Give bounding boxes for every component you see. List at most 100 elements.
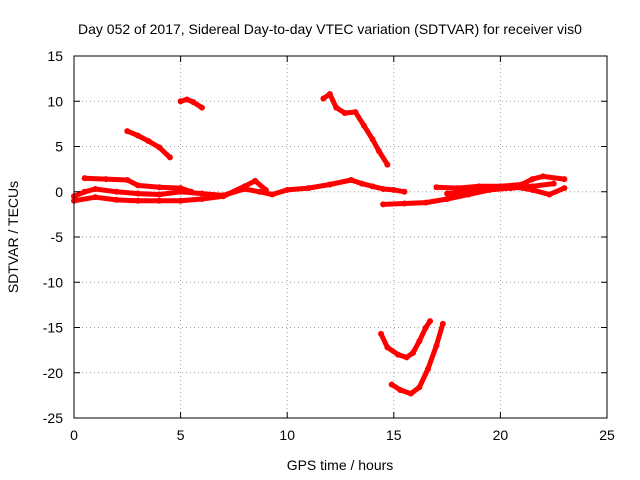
data-point bbox=[134, 197, 141, 204]
data-point bbox=[262, 186, 269, 193]
data-point bbox=[444, 195, 451, 202]
series-arc-lower-a bbox=[378, 318, 434, 361]
data-point bbox=[409, 349, 416, 356]
ticks: 0 5 10 15 20 25 15 10 5 0 -5 -10 -15 -20 -25 bbox=[43, 48, 615, 443]
x-tick-label: 15 bbox=[386, 427, 402, 443]
data-point bbox=[326, 91, 333, 98]
data-point bbox=[465, 188, 472, 195]
y-tick-label: 10 bbox=[47, 93, 63, 109]
data-point bbox=[134, 132, 141, 139]
data-point bbox=[369, 136, 376, 143]
series-line bbox=[378, 318, 433, 360]
data-point bbox=[397, 386, 404, 393]
y-tick-label: -10 bbox=[43, 274, 63, 290]
data-point bbox=[81, 175, 88, 182]
series-arc-12-14.7 bbox=[320, 91, 391, 168]
y-tick-label: -5 bbox=[51, 229, 64, 245]
data-point bbox=[384, 161, 391, 168]
data-point bbox=[190, 99, 197, 106]
y-tick-label: 5 bbox=[55, 139, 63, 155]
data-point bbox=[433, 184, 440, 191]
x-tick-label: 0 bbox=[70, 427, 78, 443]
data-point bbox=[416, 338, 423, 345]
data-point bbox=[380, 186, 387, 193]
x-tick-label: 10 bbox=[279, 427, 295, 443]
data-point bbox=[198, 104, 205, 111]
data-point bbox=[427, 318, 434, 325]
data-point bbox=[81, 188, 88, 195]
data-point bbox=[529, 186, 536, 193]
data-point bbox=[156, 184, 163, 191]
data-point bbox=[252, 177, 259, 184]
data-point bbox=[341, 110, 348, 117]
data-point bbox=[177, 98, 184, 105]
series-arc-5-6 bbox=[177, 96, 205, 111]
data-point bbox=[156, 144, 163, 151]
data-point bbox=[444, 190, 451, 197]
data-point bbox=[375, 148, 382, 155]
data-point bbox=[102, 176, 109, 183]
data-point bbox=[145, 138, 152, 145]
series-line bbox=[178, 96, 205, 111]
data-point bbox=[348, 176, 355, 183]
data-point bbox=[561, 176, 568, 183]
data-point bbox=[416, 384, 423, 391]
data-point bbox=[401, 188, 408, 195]
data-point bbox=[454, 185, 461, 192]
data-point bbox=[284, 186, 291, 193]
data-point bbox=[422, 199, 429, 206]
series-line bbox=[389, 321, 446, 397]
data-point bbox=[550, 180, 557, 187]
data-point bbox=[358, 180, 365, 187]
data-point bbox=[403, 354, 410, 361]
data-point bbox=[561, 185, 568, 192]
series-line bbox=[124, 128, 173, 160]
data-point bbox=[256, 188, 263, 195]
data-point bbox=[198, 190, 205, 197]
x-axis-label: GPS time / hours bbox=[287, 457, 394, 473]
data-point bbox=[439, 320, 446, 327]
data-point bbox=[540, 173, 547, 180]
x-tick-label: 25 bbox=[599, 427, 615, 443]
data-point bbox=[183, 96, 190, 103]
y-tick-label: -25 bbox=[43, 410, 63, 426]
data-point bbox=[198, 195, 205, 202]
series-arc-2.5-4.5 bbox=[124, 128, 173, 161]
series-band-upper bbox=[81, 175, 195, 195]
data-point bbox=[390, 186, 397, 193]
data-point bbox=[424, 366, 431, 373]
data-point bbox=[422, 324, 429, 331]
data-point bbox=[124, 128, 131, 135]
data-point bbox=[177, 185, 184, 192]
data-point bbox=[360, 122, 367, 129]
data-point bbox=[378, 330, 385, 337]
series-band-lower bbox=[71, 177, 269, 204]
data-point bbox=[369, 183, 376, 190]
data-point bbox=[546, 191, 553, 198]
data-point bbox=[333, 104, 340, 111]
data-point bbox=[113, 188, 120, 195]
data-point bbox=[384, 344, 391, 351]
data-point bbox=[433, 342, 440, 349]
x-tick-label: 20 bbox=[493, 427, 509, 443]
data-point bbox=[326, 181, 333, 188]
data-point bbox=[352, 109, 359, 116]
data-point bbox=[177, 197, 184, 204]
data-point bbox=[407, 390, 414, 397]
data-point bbox=[166, 154, 173, 161]
chart-title: Day 052 of 2017, Sidereal Day-to-day VTE… bbox=[78, 21, 582, 37]
series-layer bbox=[71, 91, 568, 397]
data-point bbox=[401, 200, 408, 207]
data-point bbox=[380, 201, 387, 208]
y-tick-label: 15 bbox=[47, 48, 63, 64]
x-tick-label: 5 bbox=[177, 427, 185, 443]
data-point bbox=[124, 176, 131, 183]
data-point bbox=[156, 197, 163, 204]
y-tick-label: -15 bbox=[43, 320, 63, 336]
data-point bbox=[395, 351, 402, 358]
data-point bbox=[92, 186, 99, 193]
data-point bbox=[134, 190, 141, 197]
y-tick-label: 0 bbox=[55, 184, 63, 200]
data-point bbox=[241, 183, 248, 190]
